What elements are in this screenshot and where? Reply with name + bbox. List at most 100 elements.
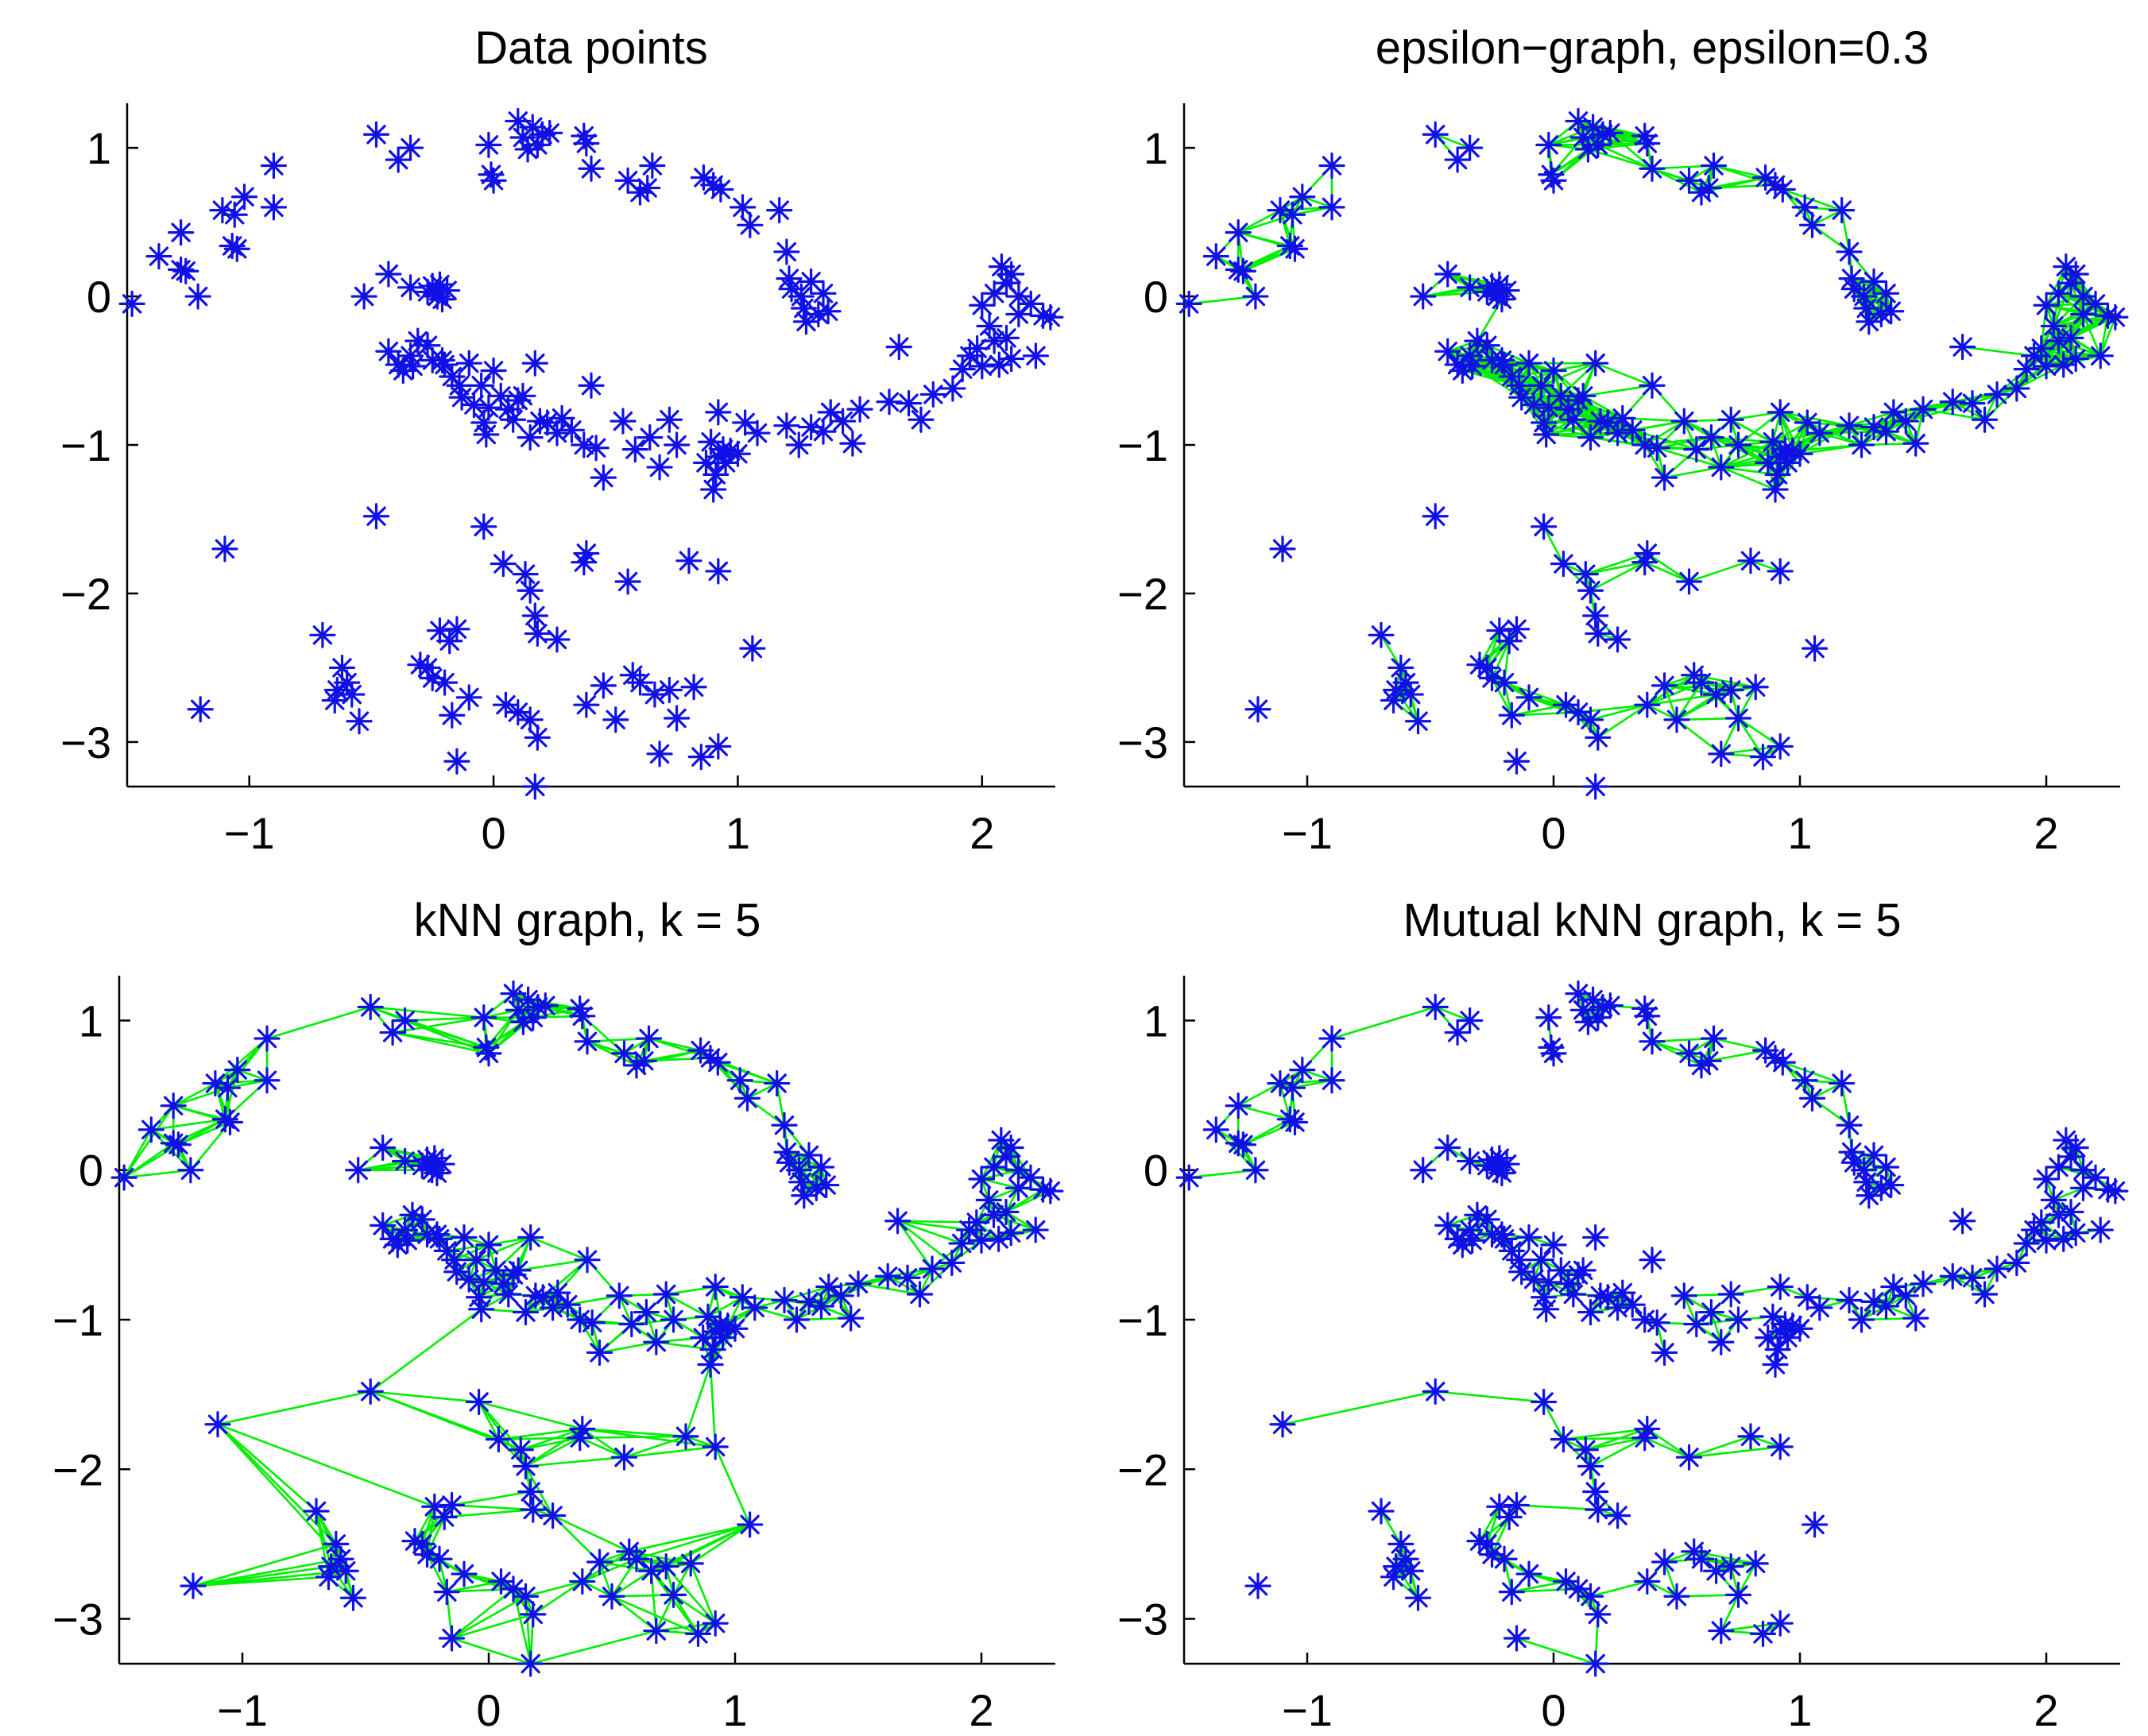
data-point-marker — [656, 676, 683, 704]
graph-edge — [525, 1580, 583, 1598]
data-point-marker — [1742, 1550, 1769, 1577]
graph-edge — [1984, 1268, 1999, 1295]
data-point-marker — [160, 1130, 187, 1157]
data-point-marker — [2062, 345, 2089, 373]
data-point-marker — [1242, 283, 1269, 310]
data-point-marker — [1724, 431, 1752, 458]
graph-edge — [1811, 209, 1843, 226]
data-point-marker — [846, 396, 873, 423]
data-point-marker — [590, 672, 617, 699]
data-point-marker — [1464, 327, 1491, 354]
data-point-marker — [1550, 550, 1577, 578]
graph-edge — [544, 1004, 583, 1018]
data-point-marker — [428, 1150, 455, 1177]
data-point-marker — [1670, 1282, 1697, 1309]
data-point-marker — [641, 681, 668, 708]
graph-edge — [1922, 408, 1985, 421]
data-point-marker — [744, 420, 771, 447]
y-tick-label: 0 — [1144, 272, 1168, 322]
graph-edge — [1886, 1305, 1917, 1320]
data-point-marker — [569, 1568, 596, 1595]
data-point-marker — [813, 1171, 840, 1199]
data-point-marker — [1550, 1426, 1577, 1453]
data-point-marker — [1717, 1553, 1744, 1580]
graph-edge — [1590, 703, 1648, 721]
data-point-marker — [1791, 1067, 1818, 1094]
data-point-marker — [1639, 372, 1666, 399]
graph-edge — [1434, 133, 1471, 149]
data-point-marker — [495, 1281, 522, 1308]
data-point-marker — [517, 577, 544, 604]
graph-edge — [1589, 561, 1646, 592]
graph-edge — [451, 1587, 514, 1640]
data-point-marker — [815, 298, 842, 325]
graph-edge — [1737, 717, 1764, 758]
data-point-marker — [1596, 992, 1624, 1019]
graph-edge — [896, 1220, 934, 1270]
data-point-marker — [993, 1198, 1020, 1226]
graph-edge — [1302, 195, 1333, 209]
graph-edge — [2070, 337, 2101, 357]
panel-mutual-knn-graph: Mutual kNN graph, k = 5 −1 0 1 2 1 0 −1 −2 −3 — [1117, 895, 2129, 1735]
x-tick-label: 2 — [970, 808, 994, 858]
data-point-marker — [1872, 418, 1900, 445]
data-point-marker — [643, 1617, 670, 1645]
y-tick-label: 1 — [1144, 996, 1168, 1046]
data-point-marker — [1697, 424, 1724, 451]
data-point-marker — [919, 1255, 946, 1282]
data-point-marker — [2062, 1220, 2089, 1247]
data-point-marker — [346, 708, 373, 735]
data-point-marker — [1902, 430, 1929, 457]
data-point-marker — [1560, 406, 1587, 433]
data-point-marker — [524, 724, 551, 751]
data-point-marker — [1634, 539, 1661, 567]
data-point-marker — [590, 464, 617, 491]
data-point-marker — [137, 1116, 164, 1143]
data-point-marker — [455, 350, 482, 377]
graph-edge — [746, 1082, 778, 1100]
x-tick-label: 2 — [2034, 808, 2058, 858]
data-point-marker — [1836, 1286, 1863, 1314]
data-point-marker — [118, 290, 145, 317]
data-point-marker — [1959, 390, 1986, 417]
data-point-marker — [1515, 684, 1542, 711]
data-point-marker — [976, 312, 1003, 340]
graph-edge — [1478, 630, 1500, 666]
graph-edge — [1737, 717, 1781, 748]
data-point-marker — [574, 1247, 601, 1274]
data-point-marker — [164, 1131, 192, 1158]
data-point-marker — [2087, 1216, 2114, 1243]
data-point-marker — [475, 1040, 502, 1067]
graph-edge — [512, 1588, 532, 1664]
data-point-marker — [1225, 1092, 1252, 1119]
data-point-marker — [1971, 1281, 1999, 1308]
graph-edge — [1984, 393, 1999, 420]
y-tick-label: −2 — [1117, 569, 1168, 619]
data-point-marker — [451, 1224, 478, 1251]
graph-edge — [624, 1435, 687, 1459]
graph-edge — [1952, 400, 1986, 421]
data-point-marker — [948, 1230, 975, 1257]
graph-edge — [1962, 346, 2034, 358]
data-point-marker — [766, 197, 793, 224]
graph-edge — [451, 1504, 533, 1511]
data-point-marker — [785, 431, 812, 458]
data-point-marker — [1878, 298, 1905, 325]
data-point-marker — [303, 1498, 330, 1525]
graph-edge — [451, 1637, 532, 1665]
data-point-marker — [1456, 274, 1484, 301]
graph-edge — [497, 1438, 521, 1451]
data-point-marker — [439, 702, 466, 729]
data-point-marker — [1527, 372, 1555, 399]
data-point-marker — [919, 381, 946, 408]
data-point-marker — [475, 1231, 502, 1259]
data-point-marker — [1577, 706, 1604, 733]
data-point-marker — [949, 356, 976, 383]
panel-epsilon-graph: epsilon−graph, epsilon=0.3 −1 0 1 2 1 0 −1 −2 −3 — [1117, 22, 2129, 858]
x-tick-label: 2 — [969, 1685, 993, 1735]
data-point-marker — [184, 283, 211, 310]
data-point-marker — [1229, 257, 1257, 284]
graph-edge — [1585, 561, 1645, 575]
x-tick-label: 0 — [481, 808, 505, 858]
data-point-marker — [1892, 1282, 1919, 1309]
